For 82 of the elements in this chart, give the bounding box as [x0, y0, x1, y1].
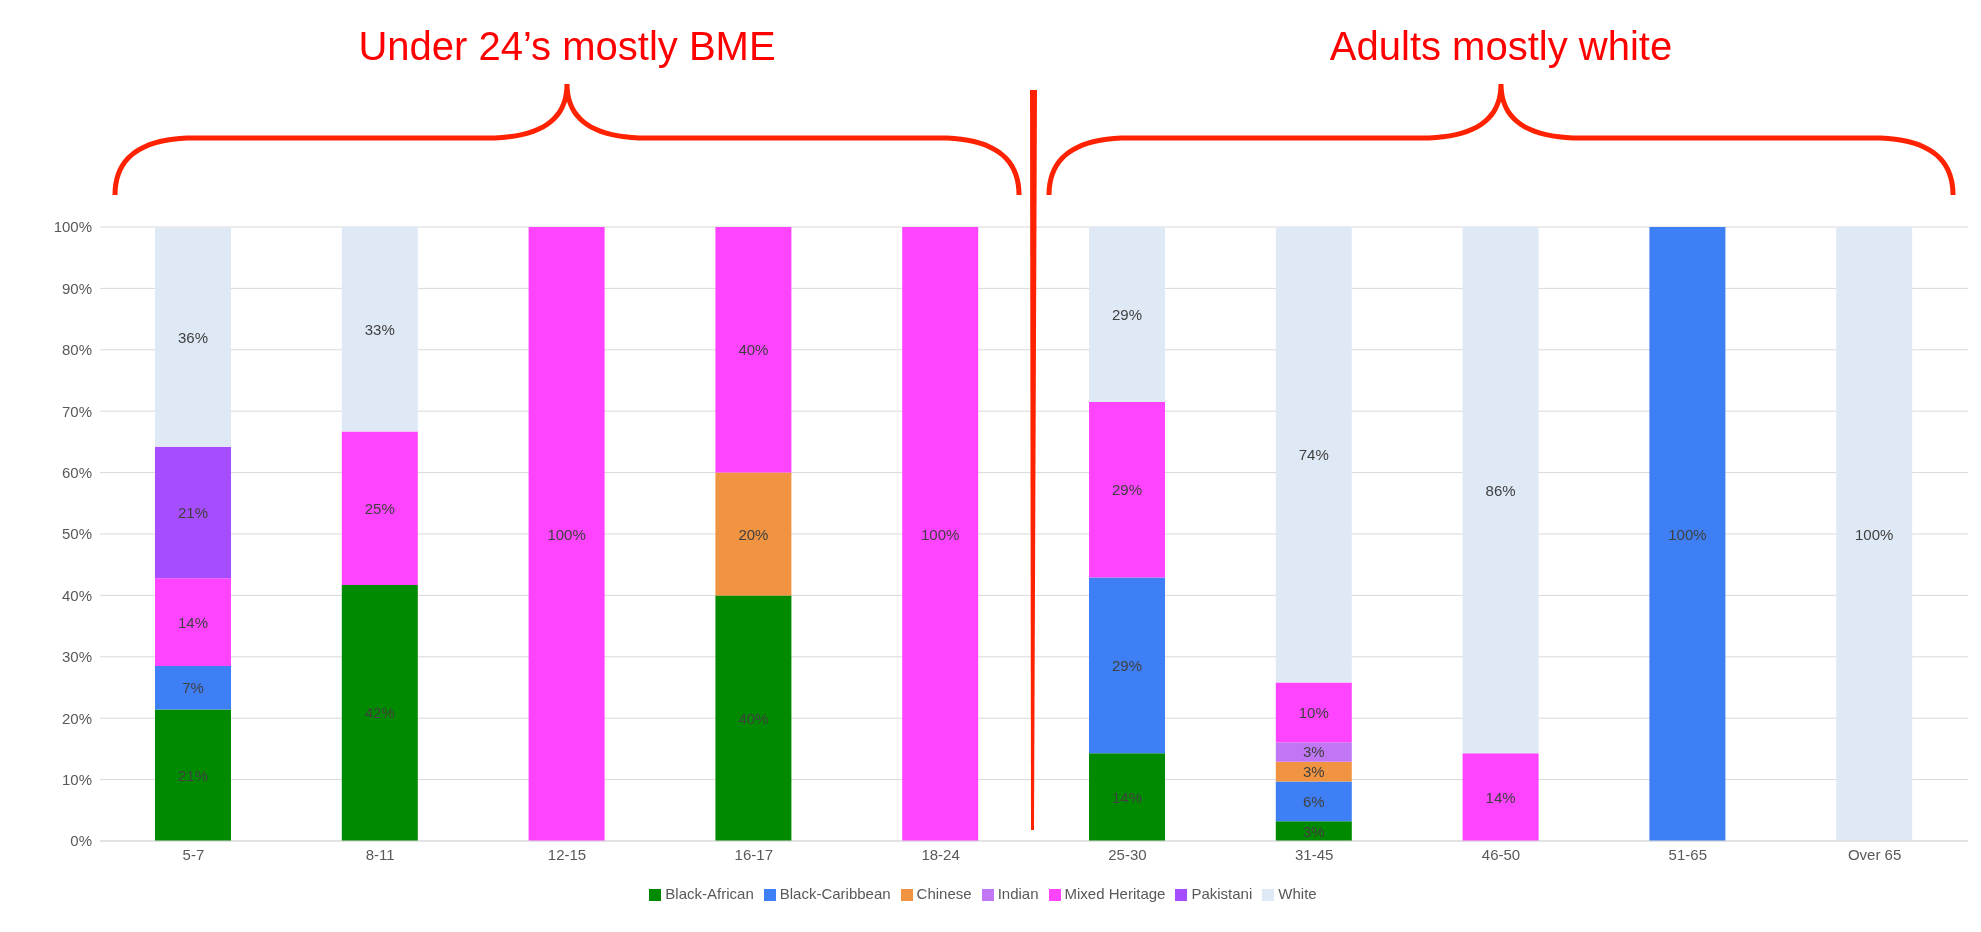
- bar: [1275, 742, 1352, 762]
- bar: [902, 227, 979, 841]
- y-tick-label: 20%: [61, 709, 92, 727]
- bar: [155, 446, 231, 579]
- data-label: 3%: [1302, 822, 1325, 840]
- data-label: 29%: [1111, 481, 1143, 499]
- legend-label: Indian: [997, 885, 1039, 902]
- data-label: 36%: [177, 328, 209, 346]
- x-tick-label: 12-15: [547, 845, 587, 863]
- bar: [1462, 227, 1539, 754]
- bar: [1275, 781, 1352, 822]
- legend-label: Black-Caribbean: [779, 885, 891, 902]
- data-label: 29%: [1111, 656, 1143, 674]
- legend-label: Mixed Heritage: [1064, 885, 1166, 902]
- y-tick-label: 40%: [61, 586, 92, 604]
- bar: [155, 666, 231, 710]
- data-label: 100%: [1668, 525, 1707, 543]
- data-label: 25%: [364, 499, 395, 517]
- text: Under 24’s mostly BME: [358, 24, 776, 68]
- y-tick-label: 90%: [61, 279, 92, 297]
- data-label: 14%: [177, 613, 209, 631]
- data-label: 86%: [1485, 481, 1516, 499]
- data-label: 14%: [1111, 788, 1143, 806]
- text: Adults mostly white: [1329, 24, 1673, 68]
- legend-label: Pakistani: [1191, 885, 1253, 902]
- legend-label: White: [1278, 885, 1317, 902]
- legend-label: Black-African: [665, 885, 754, 902]
- bar: [155, 578, 231, 667]
- data-label: 100%: [921, 525, 960, 543]
- y-tick-label: 10%: [61, 770, 92, 788]
- bar: [1089, 753, 1165, 841]
- x-tick-label: 18-24: [921, 845, 960, 863]
- bar: [1089, 227, 1165, 402]
- data-label: 3%: [1302, 763, 1325, 781]
- bar: [715, 472, 792, 596]
- bar: [528, 227, 605, 841]
- x-tick-label: 5-7: [182, 845, 205, 863]
- y-tick-label: 100%: [53, 218, 92, 236]
- bar: [715, 595, 792, 841]
- bar: [341, 584, 418, 841]
- bar: [341, 431, 418, 585]
- data-label: 6%: [1302, 792, 1325, 810]
- y-tick-label: 60%: [61, 463, 92, 481]
- legend-label: Chinese: [916, 885, 972, 902]
- bar: [1836, 227, 1913, 841]
- x-tick-label: 8-11: [365, 845, 395, 863]
- data-label: 33%: [364, 320, 395, 338]
- x-tick-label: 46-50: [1481, 845, 1521, 863]
- bar: [341, 227, 418, 432]
- data-label: 7%: [182, 679, 204, 697]
- bar: [155, 709, 231, 841]
- y-tick-label: 70%: [61, 402, 92, 420]
- bar: [1275, 682, 1352, 743]
- y-tick-label: 80%: [61, 341, 92, 359]
- bar: [1462, 753, 1539, 841]
- x-tick-label: 16-17: [734, 845, 773, 863]
- bar: [1649, 227, 1726, 841]
- bar: [155, 227, 231, 447]
- y-tick-label: 0%: [70, 832, 92, 850]
- y-tick-label: 50%: [61, 525, 92, 543]
- data-label: 29%: [1111, 305, 1143, 323]
- bar: [1089, 401, 1165, 578]
- data-label: 40%: [738, 709, 769, 727]
- data-label: 42%: [364, 704, 395, 722]
- x-tick-label: Over 65: [1847, 845, 1902, 863]
- data-label: 14%: [1485, 788, 1516, 806]
- data-label: 100%: [547, 525, 586, 543]
- bar: [1089, 577, 1165, 754]
- data-label: 74%: [1298, 446, 1329, 464]
- data-label: 21%: [177, 766, 209, 784]
- data-label: 21%: [177, 504, 209, 522]
- x-tick-label: 31-45: [1295, 845, 1334, 863]
- bar: [715, 227, 792, 473]
- data-label: 20%: [738, 525, 769, 543]
- data-label: 3%: [1302, 743, 1325, 761]
- bar: [1275, 227, 1352, 683]
- x-tick-label: 25-30: [1108, 845, 1147, 863]
- y-tick-label: 30%: [61, 648, 92, 666]
- data-label: 40%: [738, 341, 769, 359]
- data-label: 10%: [1298, 703, 1329, 721]
- data-label: 100%: [1855, 525, 1894, 543]
- x-tick-label: 51-65: [1668, 845, 1707, 863]
